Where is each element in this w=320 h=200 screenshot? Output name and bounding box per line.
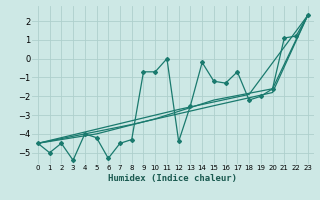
X-axis label: Humidex (Indice chaleur): Humidex (Indice chaleur)	[108, 174, 237, 183]
